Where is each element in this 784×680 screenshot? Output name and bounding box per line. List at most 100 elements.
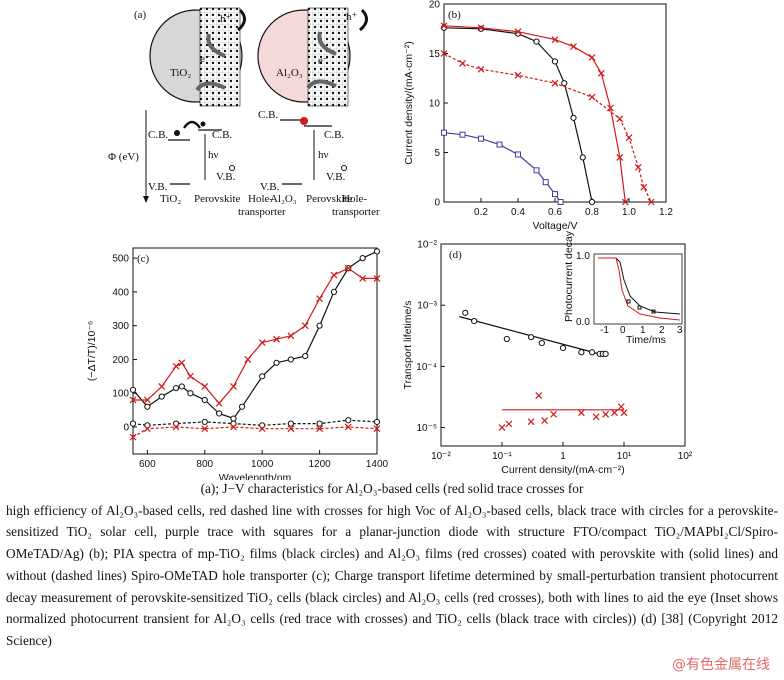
hole-label-2-tio2: transporter bbox=[238, 206, 286, 218]
x-axis-label: Voltage/V bbox=[533, 220, 578, 232]
series-0-point bbox=[533, 38, 540, 45]
series-2-point bbox=[459, 59, 466, 67]
cb-perov-label-tio2: C.B. bbox=[212, 129, 232, 141]
perovskite-coating-al2o3 bbox=[307, 7, 349, 107]
series-3-point bbox=[287, 425, 295, 433]
x-tick-label: 0.4 bbox=[511, 207, 525, 218]
series-0-point bbox=[172, 385, 180, 392]
inset-marker-2 bbox=[637, 305, 642, 310]
y-axis-label: Transport lifetime/s bbox=[402, 301, 414, 390]
inset-marker bbox=[626, 299, 631, 304]
caption-body: high efficiency of Al₂O₃-based cells, re… bbox=[6, 502, 778, 648]
series-1-point bbox=[230, 383, 237, 390]
series-0-point bbox=[316, 322, 323, 329]
electron-dot-al2o3 bbox=[300, 117, 308, 125]
panel-label: (c) bbox=[137, 253, 150, 265]
series-1-point bbox=[316, 295, 324, 303]
series-0-point bbox=[462, 309, 469, 316]
y-tick-label: 0 bbox=[123, 422, 129, 433]
x-tick-label: 1 bbox=[560, 451, 566, 462]
panel-label: (d) bbox=[449, 249, 462, 261]
series-1-point bbox=[201, 383, 209, 390]
series-0-point bbox=[187, 390, 194, 397]
series-1-point bbox=[477, 24, 485, 32]
inset-xtick: -1 bbox=[600, 325, 609, 336]
tio2-sub-label: TiO₂ bbox=[160, 193, 181, 205]
inset-ytick: 0.0 bbox=[576, 317, 590, 328]
series-3-point bbox=[557, 199, 564, 205]
chart-b: 0.2 0.4 0.6 0.8 1.0 1.2 0 5 10 15 20 Voltage/V Curre… bbox=[403, 0, 673, 232]
series-2-point bbox=[316, 420, 323, 427]
series-0-line bbox=[132, 250, 378, 420]
series-1-point bbox=[359, 274, 367, 282]
series-1-point bbox=[215, 399, 223, 407]
series-3-point bbox=[316, 425, 324, 433]
x-axis-label: Wavelength/nm bbox=[219, 472, 292, 480]
series-3-point bbox=[129, 433, 137, 441]
series-2-point bbox=[616, 115, 624, 123]
series-0-line bbox=[443, 27, 593, 203]
series-0-point bbox=[471, 317, 478, 325]
series-2-point bbox=[440, 50, 448, 57]
series-1-point bbox=[527, 418, 535, 426]
hole-arrow-icon bbox=[236, 8, 246, 32]
inset-marker-3 bbox=[651, 309, 656, 314]
series-2-point bbox=[640, 183, 648, 191]
series-1-point bbox=[620, 409, 628, 417]
y-tick-label: 15 bbox=[429, 49, 441, 60]
y-tick-label: 10⁻² bbox=[417, 240, 437, 251]
y-tick-label: 0 bbox=[434, 198, 440, 209]
series-1-point bbox=[373, 274, 381, 282]
series-3-point bbox=[172, 423, 180, 431]
series-1-point bbox=[440, 22, 448, 30]
perovskite-label-tio2: Perovskite bbox=[194, 193, 241, 205]
e-minus-al2o3: e⁻ bbox=[318, 55, 329, 67]
series-0-point bbox=[144, 403, 151, 410]
series-0-point bbox=[538, 340, 545, 347]
series-0-point bbox=[129, 386, 137, 393]
series-0-point bbox=[330, 288, 338, 296]
series-0-point bbox=[178, 383, 185, 390]
electron-dot-perov-tio2 bbox=[200, 121, 206, 127]
hole-dot-tio2 bbox=[229, 165, 235, 171]
series-3-line bbox=[132, 426, 378, 438]
series-3-point bbox=[515, 151, 521, 158]
series-3-point bbox=[542, 179, 549, 186]
y-tick-label: 10⁻⁵ bbox=[416, 423, 437, 434]
x-tick-label: 1400 bbox=[366, 459, 389, 470]
series-2-point bbox=[345, 417, 352, 424]
hv-label-al2o3: hν bbox=[318, 149, 329, 161]
series-0-point bbox=[503, 335, 510, 343]
inset-ytick: 1.0 bbox=[576, 251, 590, 262]
inset-xtick: 1 bbox=[640, 325, 646, 336]
series-0-point bbox=[230, 415, 237, 422]
series-1-point bbox=[535, 392, 543, 400]
series-3-point bbox=[459, 131, 466, 138]
panel-a-label: (a) bbox=[134, 9, 147, 21]
hole-label-1-al2o3: Hole- bbox=[342, 193, 367, 205]
series-0-point bbox=[588, 198, 596, 206]
x-tick-label: 0.8 bbox=[585, 207, 599, 218]
x-tick-label: 1.2 bbox=[659, 207, 673, 218]
panel-label: (b) bbox=[448, 9, 461, 21]
y-tick-label: 10⁻⁴ bbox=[416, 362, 437, 373]
inset-xtick: 0 bbox=[620, 325, 626, 336]
phi-axis-label: Φ (eV) bbox=[108, 151, 139, 163]
series-1-point bbox=[178, 359, 186, 367]
series-3-point bbox=[373, 425, 381, 433]
y-axis-label: (−ΔT/T)/10⁻⁶ bbox=[86, 321, 98, 381]
chart-c: 600 800 1000 1200 1400 0 100 200 300 400 500 Wavele… bbox=[86, 247, 389, 480]
series-1-point bbox=[570, 43, 577, 50]
figure-canvas: (a) TiO₂ h⁺ e⁻ Al₂O₃ h⁺ e⁻ Φ (eV) C.B. C… bbox=[86, 0, 693, 480]
vb-perov-label-al2o3: V.B. bbox=[326, 171, 346, 183]
cb-al2o3-label: C.B. bbox=[258, 109, 278, 121]
series-2-point bbox=[201, 418, 208, 426]
y-tick-label: 10⁻³ bbox=[417, 301, 437, 312]
series-1-point bbox=[611, 409, 618, 417]
x-tick-label: 1.0 bbox=[622, 207, 636, 218]
series-3-point bbox=[344, 423, 352, 431]
vb-tio2-label: V.B. bbox=[148, 181, 168, 193]
series-3-point bbox=[441, 129, 447, 136]
series-2-point bbox=[477, 65, 485, 73]
x-tick-label: 0.2 bbox=[474, 207, 488, 218]
